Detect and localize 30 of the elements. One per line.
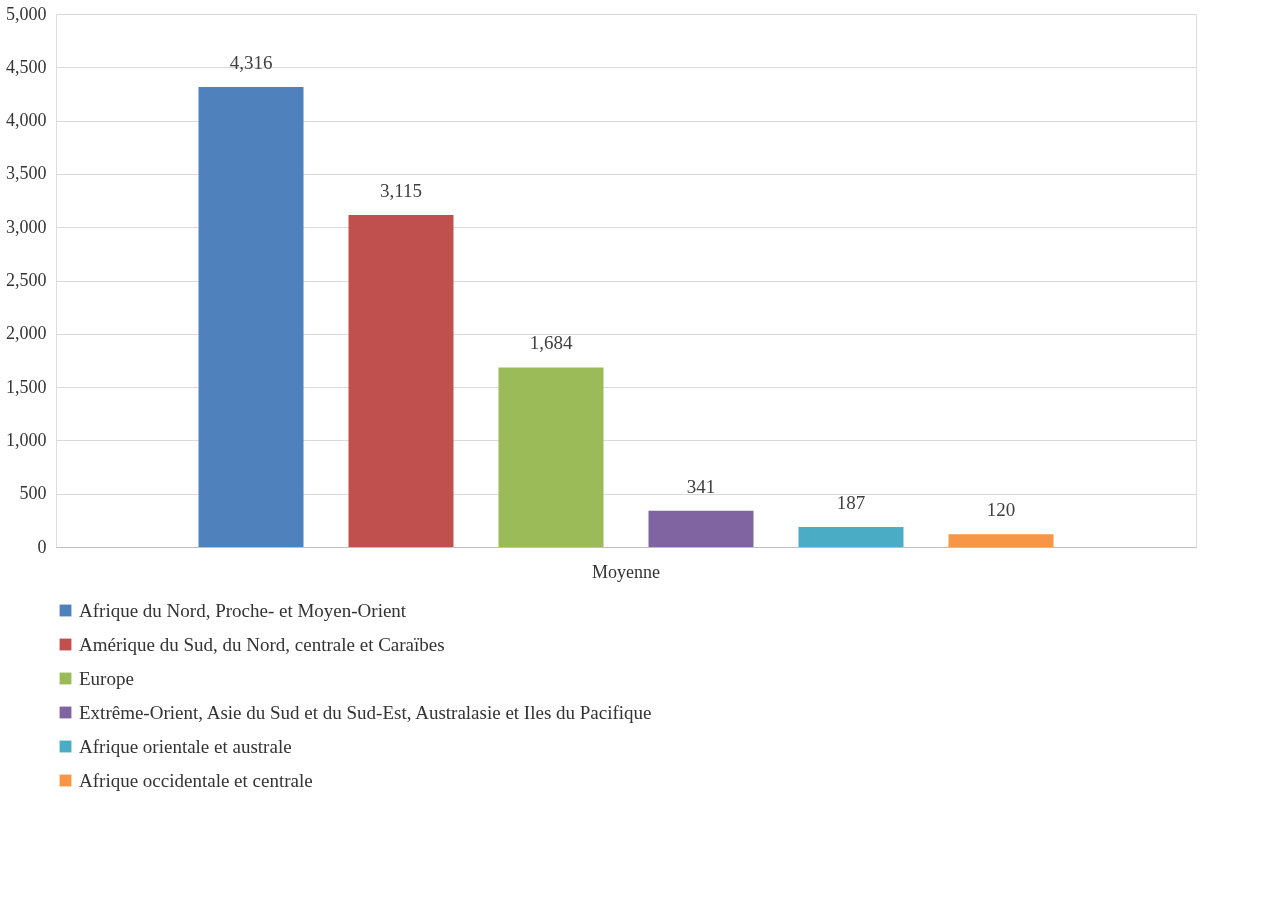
y-tick-label: 1,000 (6, 429, 47, 450)
y-tick-label: 1,500 (6, 376, 47, 397)
bar (798, 527, 904, 547)
y-tick-label: 5,000 (6, 3, 47, 24)
y-tick-label: 4,500 (6, 56, 47, 77)
y-tick-label: 0 (37, 536, 47, 557)
data-label: 3,115 (379, 179, 423, 201)
legend-label: Extrême-Orient, Asie du Sud et du Sud-Est, Australasie et Iles du Pacifique (79, 701, 652, 723)
data-label: 120 (986, 499, 1016, 521)
data-label: 187 (836, 492, 866, 514)
bar (648, 510, 754, 547)
bar (948, 534, 1054, 547)
legend-label: Afrique occidentale et centrale (79, 769, 313, 791)
x-tick-label: Moyenne (592, 561, 660, 582)
y-tick-label: 2,000 (6, 323, 47, 344)
legend-label: Afrique orientale et australe (79, 735, 292, 757)
y-tick-label: 4,000 (6, 110, 47, 131)
y-tick-label: 3,500 (6, 163, 47, 184)
y-tick-label: 3,000 (6, 216, 47, 237)
bar (198, 86, 304, 547)
bar (498, 367, 604, 547)
legend-label: Amérique du Sud, du Nord, centrale et Caraïbes (79, 633, 445, 655)
bar (348, 214, 454, 547)
data-label: 4,316 (229, 51, 273, 73)
y-tick-label: 2,500 (6, 270, 47, 290)
data-label: 341 (686, 475, 716, 497)
data-label: 1,684 (529, 332, 573, 354)
legend-label: Europe (79, 667, 134, 689)
y-tick-label: 500 (19, 483, 47, 504)
legend-label: Afrique du Nord, Proche- et Moyen-Orient (79, 599, 407, 621)
